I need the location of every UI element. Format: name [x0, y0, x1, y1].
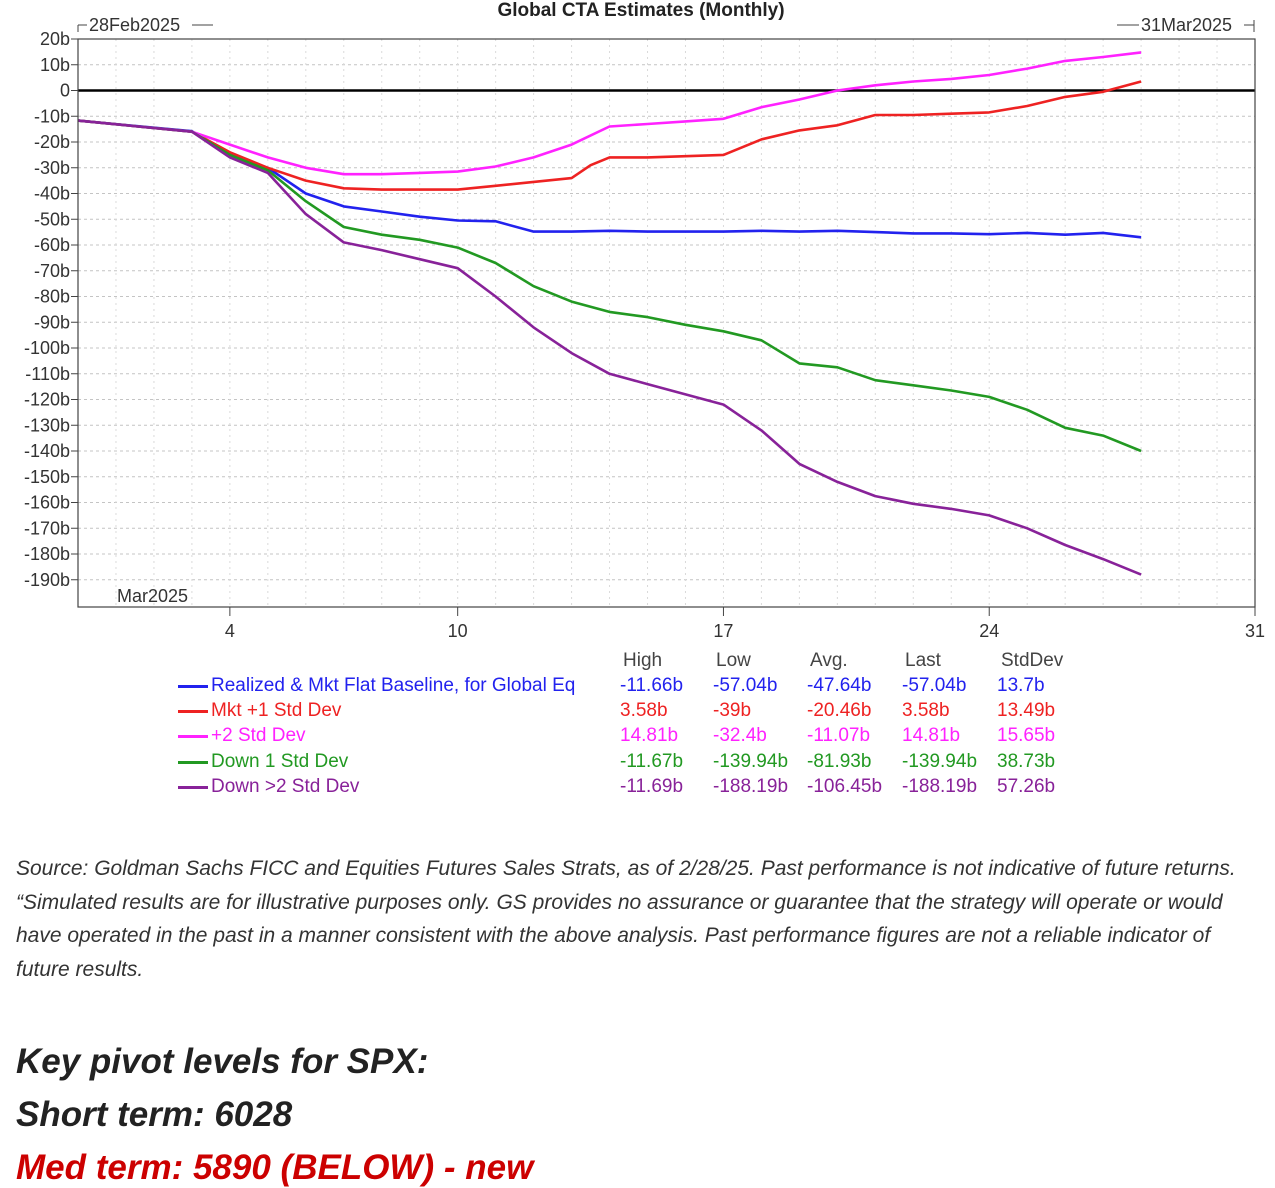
series-line-3 [77, 51, 1142, 176]
series-lines [77, 51, 1142, 576]
legend-swatch [178, 785, 208, 789]
y-tick-label: 0 [60, 81, 70, 101]
y-tick-label: -30b [34, 158, 70, 178]
legend-stat-value: -11.66b [620, 675, 684, 696]
x-tick-label: 24 [979, 621, 999, 641]
y-tick-label: 20b [40, 29, 70, 49]
legend-series-name: Down >2 Std Dev [211, 775, 360, 797]
y-tick-label: -40b [34, 184, 70, 204]
y-tick-label: -80b [34, 287, 70, 307]
legend-stat-value: -11.07b [807, 725, 871, 747]
x-axis: 4 10 17 24 31 [225, 607, 1265, 641]
legend-header-high: High [623, 650, 663, 671]
y-tick-label: -110b [25, 364, 70, 384]
y-tick-label: -140b [24, 441, 70, 461]
y-tick-label: -50b [34, 209, 70, 229]
y-tick-label: -20b [34, 132, 70, 152]
legend-stat-value: -47.64b [807, 675, 872, 696]
legend-stat-value: 15.65b [997, 725, 1056, 747]
legend-stat-value: -39b [713, 700, 752, 722]
y-tick-label: -90b [34, 312, 70, 332]
series-line-2 [77, 80, 1142, 191]
y-tick-label: -150b [24, 467, 70, 487]
legend-stat-value: -139.94b [902, 750, 978, 772]
x-tick-label: 31 [1245, 621, 1265, 641]
legend-series-name: Realized & Mkt Flat Baseline, for Global… [211, 675, 576, 696]
legend-stat-value: -81.93b [807, 750, 872, 772]
legend-stat-value: 3.58b [902, 700, 950, 722]
chart-title: Global CTA Estimates (Monthly) [497, 0, 784, 21]
legend-swatch [178, 735, 208, 739]
legend-header-low: Low [716, 650, 751, 671]
legend-stat-value: 14.81b [620, 725, 679, 747]
legend-stat-value: -188.19b [713, 775, 789, 797]
legend-stat-value: -11.67b [620, 750, 684, 772]
legend-stat-value: -32.4b [713, 725, 767, 747]
series-line-5 [77, 119, 1142, 576]
legend-stat-value: -188.19b [902, 775, 978, 797]
legend-swatch [178, 760, 208, 764]
period-end-label: 31Mar2025 [1141, 15, 1232, 35]
legend-stat-value: -20.46b [807, 700, 872, 722]
month-label: Mar2025 [117, 586, 188, 606]
legend-row: Mkt +1 Std Dev 3.58b -39b -20.46b 3.58b 13.49… [0, 699, 1275, 724]
legend-stat-value: 57.26b [997, 775, 1056, 797]
y-tick-label: -70b [34, 261, 70, 281]
pivot-heading: Key pivot levels for SPX: [16, 1042, 429, 1081]
legend-series-name: Mkt +1 Std Dev [211, 700, 342, 722]
y-tick-label: -10b [34, 106, 70, 126]
y-axis: 20b 10b 0 -10b -20b -30b -40b -50b -60b -70b -80b -… [24, 29, 78, 590]
legend-stat-value: -11.69b [620, 775, 684, 797]
legend-stat-value: 14.81b [902, 725, 961, 747]
legend-stat-value: 3.58b [620, 700, 668, 722]
plot-frame [77, 38, 1256, 608]
series-line-4 [77, 119, 1142, 453]
x-tick-label: 17 [713, 621, 733, 641]
period-start-label: 28Feb2025 [89, 15, 180, 35]
legend-swatch [178, 710, 208, 714]
legend-swatch [178, 685, 208, 688]
y-tick-label: -160b [24, 493, 70, 513]
y-tick-label: -170b [24, 518, 70, 538]
legend-stat-value: 13.7b [997, 675, 1045, 696]
legend-series-name: Down 1 Std Dev [211, 750, 349, 772]
legend-series-name: +2 Std Dev [211, 725, 306, 747]
legend-header-avg: Avg. [810, 650, 848, 671]
legend-row: +2 Std Dev 14.81b -32.4b -11.07b 14.81b 15.65… [0, 724, 1275, 749]
grid-lines [78, 39, 1255, 607]
x-tick-label: 10 [448, 621, 468, 641]
legend-stat-value: 38.73b [997, 750, 1056, 772]
y-tick-label: 10b [40, 55, 70, 75]
legend-stat-value: -57.04b [713, 675, 778, 696]
pivot-med-term: Med term: 5890 (BELOW) - new [16, 1148, 534, 1187]
legend-stat-value: -57.04b [902, 675, 967, 696]
legend-row: Realized & Mkt Flat Baseline, for Global… [0, 674, 1275, 699]
series-line-1 [77, 119, 1142, 239]
source-note: Source: Goldman Sachs FICC and Equities … [16, 857, 1236, 981]
y-tick-label: -130b [24, 415, 70, 435]
legend-stat-value: 13.49b [997, 700, 1056, 722]
y-tick-label: -190b [24, 570, 70, 590]
y-tick-label: -120b [24, 390, 70, 410]
y-tick-label: -180b [24, 544, 70, 564]
y-tick-label: -100b [24, 338, 70, 358]
x-tick-label: 4 [225, 621, 235, 641]
pivot-short-term: Short term: 6028 [16, 1095, 293, 1134]
legend-stat-value: -106.45b [807, 775, 883, 797]
legend-row: Down 1 Std Dev -11.67b -139.94b -81.93b -139… [0, 750, 1275, 775]
y-tick-label: -60b [34, 235, 70, 255]
legend-stat-value: -139.94b [713, 750, 789, 772]
legend-header-stddev: StdDev [1001, 650, 1064, 671]
legend-header-last: Last [905, 650, 941, 671]
cta-chart: Global CTA Estimates (Monthly) 28Feb2025… [24, 0, 1265, 641]
legend-row: Down >2 Std Dev -11.69b -188.19b -106.45b -1… [0, 775, 1275, 800]
